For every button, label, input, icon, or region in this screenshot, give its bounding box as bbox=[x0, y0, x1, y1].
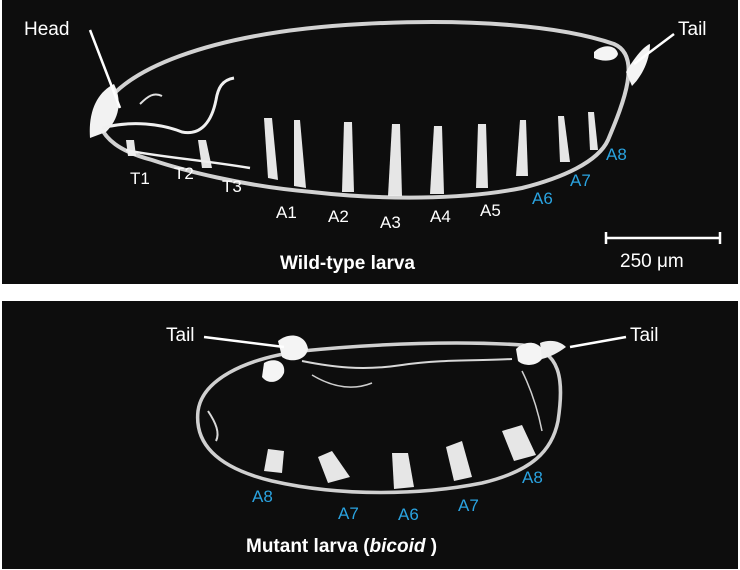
mutant-caption-prefix: Mutant larva ( bbox=[246, 536, 370, 557]
head-label: Head bbox=[24, 19, 70, 40]
tail-right-pointer-line bbox=[569, 335, 627, 349]
segment-label-a1: A1 bbox=[276, 203, 297, 222]
mutant-caption-suffix: ) bbox=[425, 536, 438, 557]
segment-label-a3: A3 bbox=[380, 213, 401, 232]
mutant-caption-gene: bicoid bbox=[369, 536, 426, 557]
tail-left-pointer-line bbox=[203, 335, 285, 349]
segment-label-a6: A6 bbox=[532, 189, 553, 208]
mutant-caption: Mutant larva (bicoid ) bbox=[246, 537, 437, 556]
head-pointer-line bbox=[88, 29, 122, 109]
segment-label-a5: A5 bbox=[480, 201, 501, 220]
mutant-segment-label-a7-left: A7 bbox=[338, 504, 359, 523]
mutant-larva-image bbox=[195, 335, 627, 495]
segment-label-a8: A8 bbox=[606, 145, 627, 164]
segment-label-t2: T2 bbox=[174, 164, 194, 183]
tail-pointer-line bbox=[633, 33, 675, 65]
scale-bar-label: 250 μm bbox=[620, 251, 684, 272]
tail-right-label: Tail bbox=[630, 325, 659, 346]
mutant-segment-label-a8-right: A8 bbox=[522, 468, 543, 487]
mutant-denticle-bands bbox=[264, 425, 536, 489]
wild-type-panel: Head Tail T1 T2 T3 A1 A2 A3 A4 A5 A6 A7 … bbox=[2, 0, 738, 284]
mutant-segment-label-a8-left: A8 bbox=[252, 487, 273, 506]
segment-label-a2: A2 bbox=[328, 207, 349, 226]
mutant-panel: Tail Tail A8 A7 A6 A7 A8 Mutant larva (b… bbox=[2, 301, 738, 569]
scale-bar bbox=[604, 232, 722, 244]
tail-left-label: Tail bbox=[166, 325, 195, 346]
segment-label-a4: A4 bbox=[430, 207, 451, 226]
mutant-segment-label-a7-right: A7 bbox=[458, 496, 479, 515]
segment-label-t1: T1 bbox=[130, 169, 150, 188]
tail-label: Tail bbox=[678, 19, 707, 40]
denticle-bands bbox=[126, 112, 598, 196]
mutant-segment-label-a6: A6 bbox=[398, 505, 419, 524]
wild-type-larva-image bbox=[88, 20, 722, 244]
segment-label-t3: T3 bbox=[222, 177, 242, 196]
segment-label-a7: A7 bbox=[570, 171, 591, 190]
wild-type-caption: Wild-type larva bbox=[280, 253, 415, 274]
